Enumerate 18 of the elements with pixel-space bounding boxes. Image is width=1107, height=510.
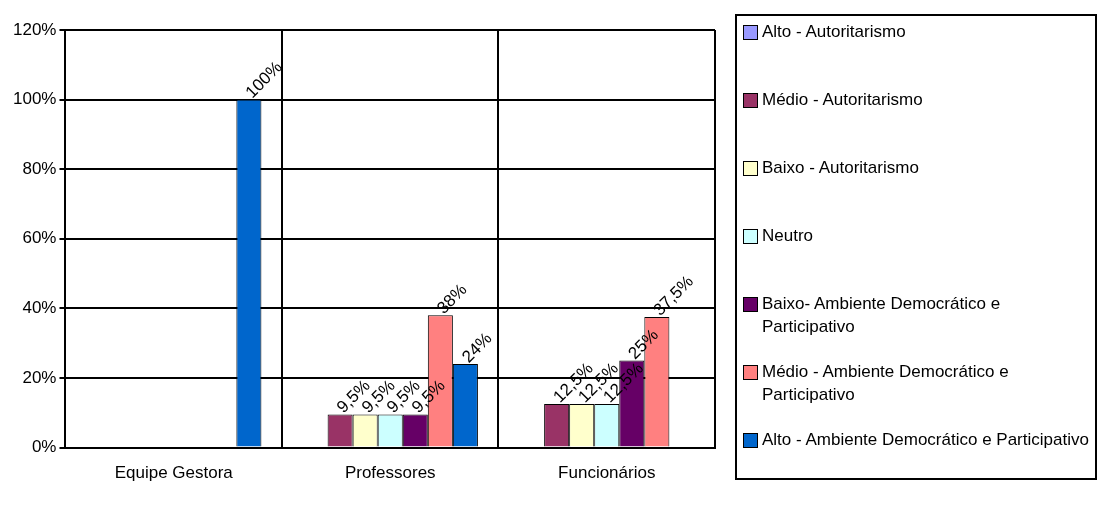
y-tick-label: 40% bbox=[22, 298, 57, 318]
y-tick-label: 20% bbox=[22, 367, 57, 387]
legend-label: Neutro bbox=[762, 225, 814, 247]
y-tick-label: 120% bbox=[13, 19, 57, 39]
data-label: 38% bbox=[433, 280, 471, 318]
y-tick-label: 60% bbox=[22, 228, 57, 248]
y-tick-label: 0% bbox=[31, 437, 57, 457]
legend-label: Baixo- Ambiente Democrático e Participativo bbox=[762, 293, 1002, 338]
legend-label: Alto - Ambiente Democrático e Participativo bbox=[762, 429, 1089, 451]
legend-label: Baixo - Autoritarismo bbox=[762, 157, 919, 179]
x-tick-label: Funcionários bbox=[558, 463, 656, 483]
x-tick-label: Professores bbox=[344, 463, 436, 483]
y-tick-label: 100% bbox=[13, 89, 57, 109]
y-tick-label: 80% bbox=[22, 158, 57, 178]
legend-label: Alto - Autoritarismo bbox=[762, 21, 906, 43]
legend-label: Médio - Autoritarismo bbox=[762, 89, 923, 111]
legend-label: Médio - Ambiente Democrático e Participativo bbox=[762, 361, 1010, 406]
x-tick-label: Equipe Gestora bbox=[114, 463, 234, 483]
